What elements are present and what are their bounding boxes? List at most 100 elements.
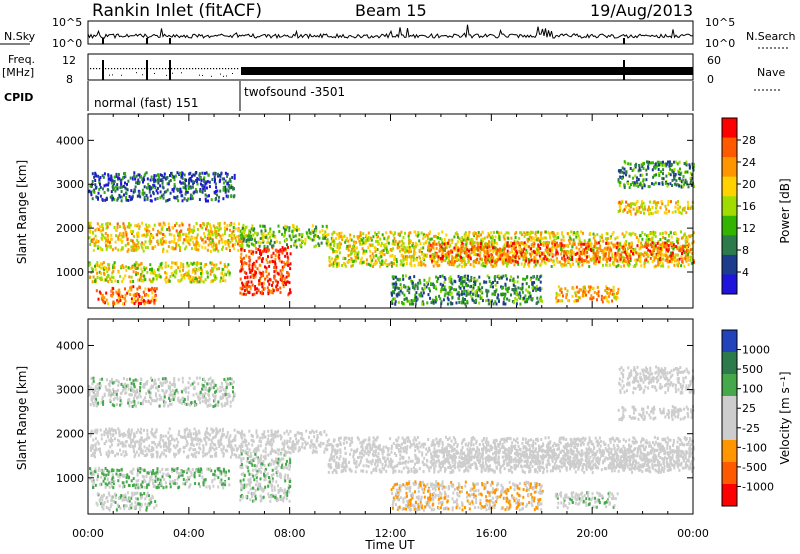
power-pixel	[259, 241, 262, 245]
freq-dot	[153, 68, 155, 70]
power-pixel	[210, 198, 213, 202]
power-pixel	[631, 249, 634, 252]
power-pixel	[626, 247, 629, 251]
power-pixel	[439, 297, 442, 301]
power-pixel	[122, 176, 124, 180]
power-pixel	[623, 183, 626, 187]
power-pixel	[387, 250, 390, 254]
power-pixel	[245, 262, 248, 266]
power-pixel	[112, 184, 115, 188]
power-pixel	[281, 232, 284, 236]
power-pixel	[444, 292, 447, 296]
power-pixel	[537, 248, 540, 252]
power-pixel	[534, 230, 537, 234]
power-pixel	[318, 244, 321, 248]
power-pixel	[402, 277, 405, 281]
power-pixel	[245, 254, 248, 258]
power-pixel	[92, 275, 95, 279]
power-pixel	[434, 285, 437, 289]
power-pixel	[262, 235, 265, 239]
power-pixel	[539, 233, 542, 237]
power-pixel	[136, 242, 139, 246]
power-pixel	[119, 178, 122, 182]
power-pixel	[662, 177, 665, 181]
power-pixel	[243, 270, 246, 274]
power-pixel	[268, 289, 271, 293]
power-pixel	[233, 233, 236, 237]
power-pixel	[677, 241, 679, 245]
power-pixel	[170, 240, 173, 243]
power-pixel	[211, 178, 214, 181]
power-pixel	[616, 296, 619, 300]
power-pixel	[166, 182, 169, 186]
power-pixel	[544, 248, 547, 252]
power-pixel	[218, 180, 221, 184]
power-pixel	[301, 235, 303, 239]
power-pixel	[404, 246, 407, 250]
power-pixel	[673, 160, 676, 164]
power-pixel	[251, 273, 254, 277]
power-pixel	[655, 206, 657, 210]
power-pixel	[105, 247, 108, 251]
power-pixel	[232, 229, 235, 233]
power-pixel	[636, 258, 639, 262]
power-pixel	[374, 249, 377, 253]
power-y-label: Slant Range [km]	[15, 160, 29, 264]
freq-dot	[231, 68, 233, 70]
power-pixel	[462, 300, 464, 304]
power-pixel	[121, 280, 124, 283]
power-pixel	[410, 302, 413, 306]
power-pixel	[462, 259, 465, 263]
power-pixel	[569, 254, 572, 258]
power-pixel	[315, 234, 318, 238]
power-pixel	[567, 238, 570, 242]
power-pixel	[243, 292, 245, 296]
power-pixel	[579, 288, 582, 292]
power-pixel	[194, 269, 196, 273]
power-pixel	[487, 243, 490, 247]
power-pixel	[669, 231, 672, 235]
power-pixel	[153, 223, 156, 227]
power-pixel	[662, 172, 664, 176]
power-pixel	[130, 297, 133, 301]
power-band-5	[239, 223, 330, 249]
power-pixel	[220, 237, 223, 241]
power-pixel	[382, 260, 385, 264]
power-pixel	[124, 227, 127, 231]
power-pixel	[392, 239, 395, 243]
power-pixel	[136, 287, 139, 291]
power-pixel	[350, 238, 353, 242]
power-pixel	[218, 173, 221, 177]
power-pixel	[277, 224, 280, 228]
power-pixel	[255, 250, 258, 254]
power-pixel	[226, 240, 229, 244]
power-pixel	[490, 243, 493, 247]
freq-dot	[93, 68, 95, 70]
power-pixel	[238, 238, 241, 242]
power-pixel	[251, 224, 254, 228]
power-band-7	[428, 241, 695, 264]
power-pixel	[180, 277, 183, 281]
power-pixel	[178, 224, 181, 228]
power-pixel	[418, 250, 421, 254]
power-pixel	[181, 275, 184, 279]
power-pixel	[206, 236, 209, 240]
power-pixel	[471, 242, 474, 246]
power-pixel	[437, 257, 440, 261]
power-pixel	[417, 281, 420, 285]
power-pixel	[266, 241, 269, 245]
power-pixel	[467, 257, 470, 261]
power-pixel	[144, 246, 147, 250]
power-pixel	[353, 242, 356, 246]
power-pixel	[200, 179, 203, 183]
power-pixel	[272, 260, 274, 264]
power-pixel	[116, 198, 119, 202]
power-pixel	[560, 248, 563, 252]
power-pixel	[208, 185, 211, 189]
power-pixel	[551, 242, 554, 246]
power-pixel	[514, 288, 517, 292]
power-pixel	[451, 258, 453, 262]
power-pixel	[267, 292, 270, 296]
power-pixel	[665, 243, 668, 246]
power-pixel	[540, 262, 543, 266]
